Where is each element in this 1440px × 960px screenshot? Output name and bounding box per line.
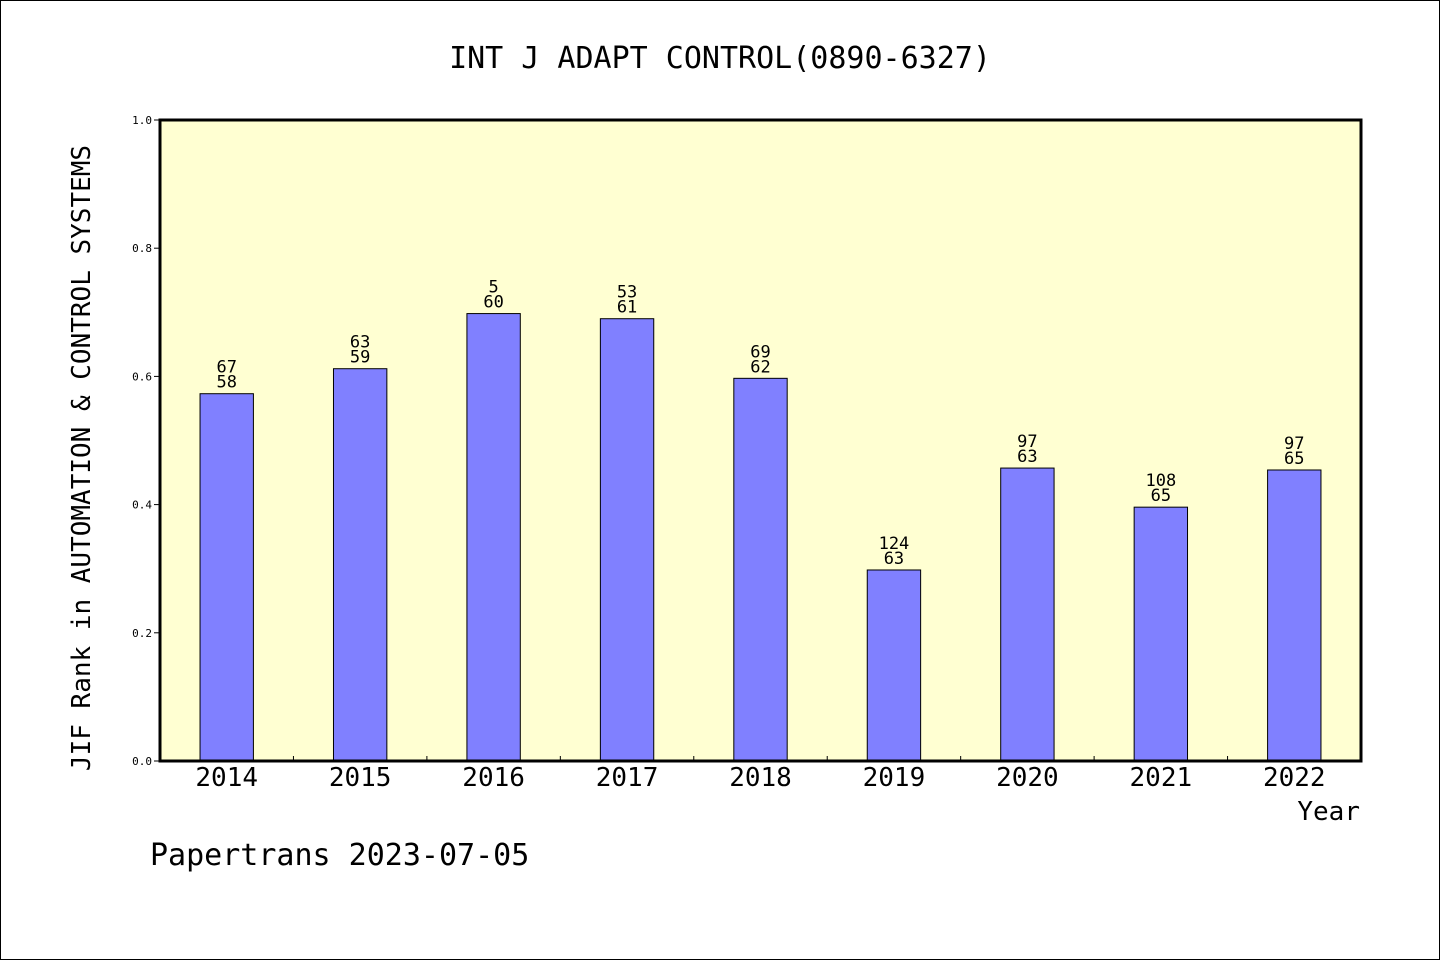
bar-2021: [1133, 506, 1189, 762]
plot-frame: [158, 118, 1363, 763]
bar-2020: [1000, 467, 1055, 762]
y-tick-label: 0.6: [132, 370, 152, 383]
bar-label-bottom-2020: 63: [1017, 447, 1037, 467]
bar-label-top-2022: 97: [1284, 434, 1304, 454]
bar-2019: [866, 569, 922, 762]
y-axis: 0.0 0.2 0.4 0.6 0.8 1.0: [132, 114, 160, 768]
bar-label-top-2021: 108: [1145, 471, 1176, 491]
bar-label-bottom-2018: 62: [750, 357, 770, 377]
bar-label-bottom-2015: 59: [350, 348, 370, 368]
x-tick-label-2016: 2016: [462, 763, 525, 793]
y-tick-label: 0.4: [132, 499, 152, 512]
bar-2016: [466, 313, 521, 762]
x-tick-label-2022: 2022: [1263, 763, 1326, 793]
bar-2015: [332, 368, 388, 762]
footer-credit: Papertrans 2023-07-05: [150, 838, 529, 873]
bar-label-bottom-2016: 60: [483, 293, 503, 313]
bar-2018: [733, 377, 788, 762]
x-tick-label-2021: 2021: [1130, 763, 1193, 793]
y-tick-label: 1.0: [132, 114, 152, 127]
bar-label-top-2016: 5: [488, 278, 498, 298]
y-axis-title: JIF Rank in AUTOMATION & CONTROL SYSTEMS: [67, 145, 97, 771]
x-tick-label-2018: 2018: [729, 763, 792, 793]
bar-label-bottom-2022: 65: [1284, 449, 1304, 469]
bar-label-top-2020: 97: [1017, 432, 1037, 452]
y-tick-label: 0.8: [132, 242, 152, 255]
bar-label-bottom-2014: 58: [216, 373, 236, 393]
x-axis: 2014 2015 2016 2017 2018 2019 2020 2021 2022: [195, 756, 1326, 793]
bar-2017: [599, 318, 655, 762]
bar-label-top-2017: 53: [617, 283, 637, 303]
bar-label-top-2014: 67: [216, 358, 236, 378]
x-tick-label-2019: 2019: [863, 763, 926, 793]
bars-layer: [199, 313, 1322, 762]
bar-label-bottom-2019: 63: [884, 549, 904, 569]
x-tick-label-2014: 2014: [195, 763, 258, 793]
bar-label-top-2015: 63: [350, 333, 370, 353]
bar-2022: [1267, 469, 1322, 762]
chart-title: INT J ADAPT CONTROL(0890-6327): [449, 41, 991, 76]
bar-label-top-2019: 124: [879, 534, 910, 554]
x-tick-label-2020: 2020: [996, 763, 1059, 793]
x-tick-label-2017: 2017: [596, 763, 659, 793]
x-axis-title: Year: [1297, 797, 1360, 827]
bar-label-bottom-2017: 61: [617, 298, 637, 318]
bar-label-bottom-2021: 65: [1151, 486, 1171, 506]
x-tick-label-2015: 2015: [329, 763, 392, 793]
bar-2014: [199, 393, 254, 762]
bar-label-top-2018: 69: [750, 342, 770, 362]
y-tick-label: 0.0: [132, 755, 152, 768]
y-tick-label: 0.2: [132, 627, 152, 640]
